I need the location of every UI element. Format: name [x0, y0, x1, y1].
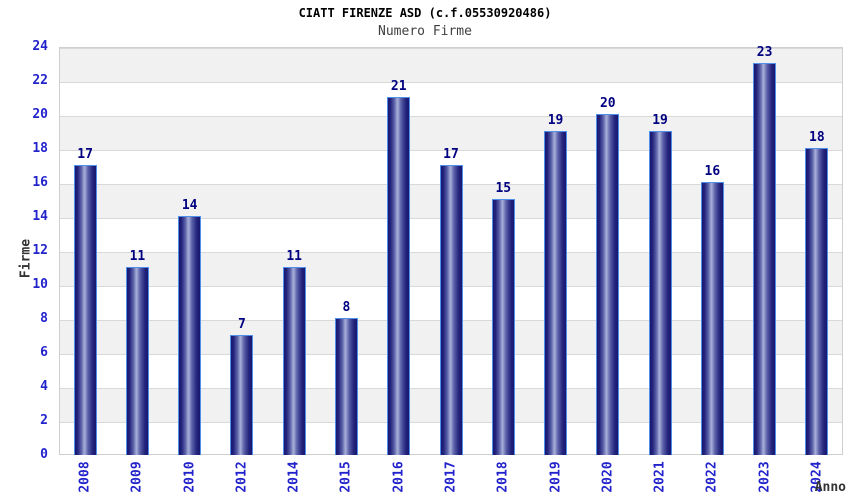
bar-value-label: 18 — [809, 130, 825, 145]
bar — [230, 335, 254, 455]
bar — [491, 199, 515, 455]
bar-value-label: 7 — [238, 317, 246, 332]
bar-value-label: 19 — [547, 113, 564, 128]
bar-value-label: 16 — [704, 164, 721, 179]
bar — [334, 318, 358, 455]
x-tick-label: 2009 — [129, 461, 145, 493]
bar-value-label: 21 — [390, 79, 407, 94]
y-axis-ticks: 0 2 4 6 8 10 12 14 16 18 20 22 24 — [0, 39, 50, 462]
bar — [596, 114, 620, 455]
bar — [648, 131, 672, 455]
x-tick-label: 2018 — [495, 461, 511, 493]
y-tick-label: 0 — [40, 447, 48, 462]
y-tick-label: 12 — [32, 243, 48, 258]
bar — [439, 165, 463, 455]
x-tick-label: 2022 — [704, 461, 720, 493]
y-tick-label: 24 — [32, 39, 48, 54]
y-tick-label: 4 — [40, 379, 48, 394]
x-axis-ticks: 2008 2009 2010 2012 2014 2015 2016 2017 2018 2019… — [59, 456, 843, 500]
y-tick-label: 22 — [32, 73, 48, 88]
x-tick-label: 2012 — [234, 461, 250, 493]
bar — [387, 97, 411, 455]
y-tick-label: 14 — [32, 209, 48, 224]
bar — [282, 267, 306, 455]
bar-value-label: 11 — [286, 249, 303, 264]
bar — [125, 267, 149, 455]
x-tick-label: 2023 — [757, 461, 773, 493]
x-tick-label: 2015 — [338, 461, 354, 493]
x-tick-label: 2014 — [286, 461, 302, 493]
bar — [178, 216, 202, 455]
bar-value-label: 23 — [756, 45, 773, 60]
x-tick-label: 2019 — [548, 461, 564, 493]
bar-value-label: 17 — [77, 147, 93, 162]
x-tick-label: 2008 — [77, 461, 93, 493]
y-tick-label: 16 — [32, 175, 48, 190]
bar-value-label: 20 — [599, 96, 616, 111]
bar-value-label: 8 — [342, 300, 351, 315]
y-tick-label: 10 — [32, 277, 48, 292]
y-tick-label: 6 — [40, 345, 48, 360]
y-tick-label: 8 — [40, 311, 48, 326]
chart-title: CIATT FIRENZE ASD (c.f.05530920486) — [298, 6, 552, 20]
bar — [544, 131, 568, 455]
bar-value-label: 15 — [495, 181, 512, 196]
bar-value-label: 14 — [181, 198, 198, 213]
x-tick-label: 2020 — [600, 461, 616, 493]
x-tick-label: 2021 — [652, 461, 668, 493]
bar-value-label: 17 — [443, 147, 459, 162]
y-tick-label: 20 — [32, 107, 48, 122]
bar — [700, 182, 724, 455]
bar — [73, 165, 97, 455]
bar — [805, 148, 829, 455]
chart-subtitle: Numero Firme — [378, 24, 472, 39]
x-axis-title: Anno — [814, 480, 846, 495]
x-tick-label: 2010 — [182, 461, 198, 493]
bars-container: 17 11 14 7 11 8 21 17 15 19 20 19 16 23 18 — [59, 45, 843, 455]
y-tick-label: 18 — [32, 141, 48, 156]
x-tick-label: 2017 — [443, 461, 459, 493]
bar — [753, 63, 777, 455]
bar-value-label: 19 — [652, 113, 668, 128]
y-tick-label: 2 — [40, 413, 48, 428]
bar-value-label: 11 — [129, 249, 146, 264]
x-tick-label: 2016 — [391, 461, 407, 493]
